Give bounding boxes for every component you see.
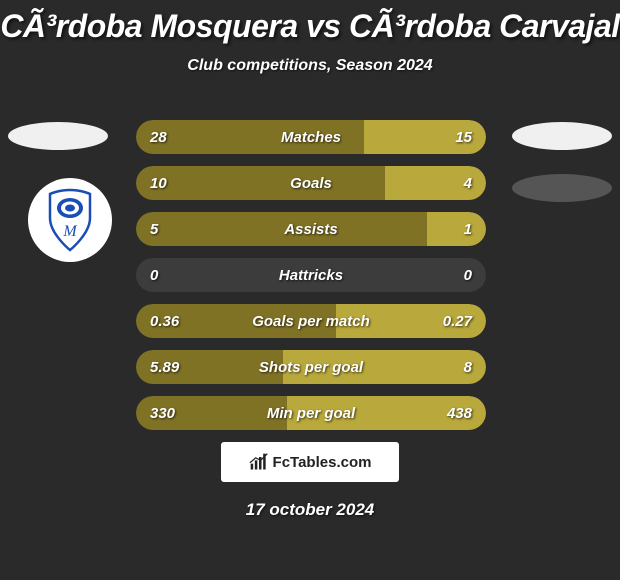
stat-label: Hattricks	[136, 258, 486, 292]
stat-row: 0 0Hattricks	[136, 258, 486, 292]
bar-fill-right	[283, 350, 486, 384]
stat-row: 104Goals	[136, 166, 486, 200]
club-crest-icon: M	[28, 178, 112, 262]
bar-fill-left	[136, 166, 385, 200]
bar-fill-right	[385, 166, 487, 200]
bar-fill-right	[364, 120, 487, 154]
brand-logo: FcTables.com	[221, 442, 399, 482]
page-title: CÃ³rdoba Mosquera vs CÃ³rdoba Carvajal	[0, 0, 620, 45]
flag-right-mid-icon	[512, 174, 612, 202]
bar-fill-left	[136, 396, 287, 430]
stat-row: 2815Matches	[136, 120, 486, 154]
flag-right-top-icon	[512, 122, 612, 150]
stat-value-right: 0	[464, 258, 472, 292]
stat-row: 51Assists	[136, 212, 486, 246]
bar-fill-left	[136, 120, 364, 154]
bar-fill-left	[136, 304, 336, 338]
stat-value-left: 0	[150, 258, 158, 292]
bar-fill-left	[136, 212, 427, 246]
footer-date: 17 october 2024	[0, 500, 620, 520]
stat-row: 5.898Shots per goal	[136, 350, 486, 384]
stats-bars: 2815Matches104Goals51Assists00Hattricks0…	[136, 120, 486, 442]
bar-fill-right	[336, 304, 487, 338]
bar-fill-right	[287, 396, 487, 430]
chart-icon	[249, 452, 269, 472]
bar-fill-right	[427, 212, 487, 246]
flag-left-icon	[8, 122, 108, 150]
stat-row: 0.360.27Goals per match	[136, 304, 486, 338]
page-subtitle: Club competitions, Season 2024	[0, 57, 620, 75]
bar-fill-left	[136, 350, 283, 384]
brand-label: FcTables.com	[273, 454, 372, 471]
stat-row: 330438Min per goal	[136, 396, 486, 430]
svg-text:M: M	[62, 223, 78, 240]
